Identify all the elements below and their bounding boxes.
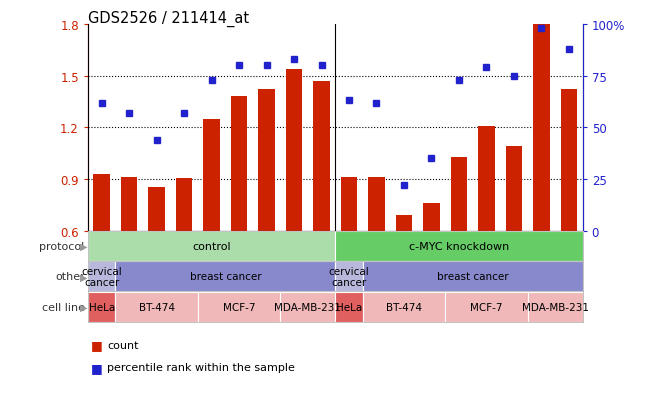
Text: ■: ■ [91, 338, 107, 351]
Text: breast cancer: breast cancer [189, 272, 261, 282]
Text: ■: ■ [91, 361, 107, 374]
Bar [203, 119, 220, 231]
Bar [423, 204, 439, 231]
Bar [93, 174, 110, 231]
Bar [450, 157, 467, 231]
Bar [506, 147, 522, 231]
Text: ▶: ▶ [79, 241, 87, 251]
Text: ▶: ▶ [79, 272, 87, 282]
Bar [148, 188, 165, 231]
Bar [533, 25, 549, 231]
Text: HeLa: HeLa [89, 302, 115, 312]
Text: MDA-MB-231: MDA-MB-231 [274, 302, 341, 312]
Bar [286, 69, 302, 231]
Bar [368, 177, 385, 231]
Text: percentile rank within the sample: percentile rank within the sample [107, 363, 296, 373]
Bar [396, 216, 412, 231]
Text: MCF-7: MCF-7 [223, 302, 255, 312]
Text: BT-474: BT-474 [386, 302, 422, 312]
Bar [231, 97, 247, 231]
Bar [176, 179, 192, 231]
Text: GDS2526 / 211414_at: GDS2526 / 211414_at [88, 10, 249, 26]
Text: ▶: ▶ [79, 302, 87, 312]
Bar [258, 90, 275, 231]
Text: MDA-MB-231: MDA-MB-231 [521, 302, 589, 312]
Text: cell line: cell line [42, 302, 85, 312]
Text: c-MYC knockdown: c-MYC knockdown [409, 241, 509, 251]
Bar [340, 178, 357, 231]
Text: cervical
cancer: cervical cancer [81, 266, 122, 287]
Bar [313, 82, 330, 231]
Text: cervical
cancer: cervical cancer [329, 266, 369, 287]
Text: protocol: protocol [39, 241, 85, 251]
Text: count: count [107, 340, 139, 350]
Text: other: other [55, 272, 85, 282]
Text: breast cancer: breast cancer [437, 272, 508, 282]
Text: HeLa: HeLa [336, 302, 362, 312]
Text: control: control [192, 241, 231, 251]
Bar [561, 90, 577, 231]
Bar [478, 126, 495, 231]
Bar [121, 178, 137, 231]
Text: BT-474: BT-474 [139, 302, 174, 312]
Text: MCF-7: MCF-7 [470, 302, 503, 312]
